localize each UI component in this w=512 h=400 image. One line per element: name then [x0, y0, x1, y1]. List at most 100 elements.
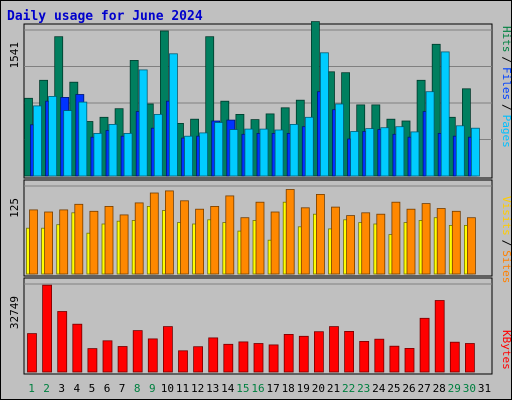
bar-pages-day-24: [380, 127, 390, 177]
bar-pages-day-13: [214, 122, 224, 177]
bar-sites-day-19: [300, 207, 310, 275]
chart-title: Daily usage for June 2024: [7, 9, 203, 24]
bar-sites-day-6: [104, 205, 114, 275]
bar-pages-day-9: [153, 114, 163, 177]
bar-pages-day-12: [199, 132, 209, 177]
bar-pages-day-29: [455, 125, 465, 177]
day-label-19: 19: [297, 382, 310, 395]
bar-kbytes-day-30: [464, 343, 475, 373]
bar-sites-day-12: [195, 208, 205, 275]
legend-1-item-2: /: [500, 56, 512, 63]
bar-sites-day-4: [74, 203, 84, 275]
bar-kbytes-day-5: [87, 348, 98, 373]
bar-pages-day-18: [289, 124, 299, 177]
bar-pages-day-3: [63, 110, 73, 177]
bar-kbytes-day-6: [102, 340, 113, 373]
day-label-4: 4: [73, 382, 80, 395]
bar-kbytes-day-19: [298, 335, 309, 373]
legend-1-item-1: Hits: [500, 26, 512, 53]
bar-kbytes-day-2: [42, 284, 52, 373]
bar-kbytes-day-10: [162, 326, 173, 373]
bar-sites-day-23: [361, 212, 371, 275]
day-label-1: 1: [28, 382, 35, 395]
legend-3-item-1: KBytes: [500, 330, 512, 370]
bar-kbytes-day-15: [238, 341, 249, 373]
bar-kbytes-day-23: [359, 340, 370, 373]
bar-pages-day-7: [123, 132, 133, 177]
day-label-7: 7: [119, 382, 126, 395]
day-label-16: 16: [251, 382, 264, 395]
bar-sites-day-20: [315, 193, 325, 275]
bar-pages-day-11: [184, 135, 193, 177]
day-label-21: 21: [327, 382, 340, 395]
bar-kbytes-day-25: [389, 345, 400, 373]
day-label-29: 29: [448, 382, 461, 395]
bar-pages-day-2: [48, 96, 57, 177]
legend-2-item-1: Visits: [500, 196, 512, 236]
bar-pages-day-4: [78, 101, 88, 177]
bar-sites-day-25: [391, 201, 401, 275]
bar-kbytes-day-17: [268, 344, 279, 373]
bar-sites-day-16: [255, 201, 265, 275]
bar-sites-day-10: [164, 190, 174, 275]
day-label-6: 6: [104, 382, 111, 395]
bar-pages-day-19: [304, 116, 314, 177]
bar-sites-day-1: [29, 209, 38, 275]
bar-pages-day-28: [440, 51, 450, 177]
day-label-24: 24: [372, 382, 386, 395]
bar-sites-day-2: [44, 211, 53, 275]
day-label-8: 8: [134, 382, 141, 395]
day-label-13: 13: [206, 382, 219, 395]
bar-pages-day-20: [319, 52, 329, 177]
bar-kbytes-day-1: [27, 333, 37, 373]
bar-sites-day-7: [119, 214, 129, 275]
day-label-27: 27: [417, 382, 430, 395]
day-label-30: 30: [463, 382, 476, 395]
bar-sites-day-15: [240, 217, 250, 275]
bar-sites-day-8: [134, 202, 144, 275]
bar-kbytes-day-3: [57, 311, 68, 373]
panel-3-max-label: 32749: [8, 296, 21, 329]
bar-kbytes-day-8: [132, 330, 143, 373]
bar-pages-day-6: [108, 124, 118, 177]
bar-kbytes-day-26: [404, 347, 415, 373]
bar-pages-day-17: [274, 129, 284, 177]
legend-2-item-3: Sites: [500, 250, 512, 283]
bar-pages-day-23: [365, 128, 375, 177]
bar-pages-day-30: [470, 127, 480, 177]
day-label-9: 9: [149, 382, 156, 395]
day-label-3: 3: [58, 382, 65, 395]
bar-sites-day-11: [180, 200, 189, 275]
bar-kbytes-day-24: [374, 338, 385, 373]
bar-pages-day-1: [33, 105, 42, 177]
bar-kbytes-day-4: [72, 323, 83, 373]
bar-pages-day-22: [350, 131, 360, 177]
panel-2-max-label: 125: [8, 198, 21, 218]
day-label-5: 5: [89, 382, 96, 395]
day-label-10: 10: [161, 382, 174, 395]
bar-pages-day-5: [93, 132, 103, 177]
bar-pages-day-27: [425, 91, 435, 177]
bar-kbytes-day-11: [178, 350, 188, 373]
panel-1-max-label: 1541: [8, 42, 21, 69]
bar-sites-day-28: [436, 208, 446, 275]
day-label-15: 15: [236, 382, 249, 395]
bar-sites-day-17: [270, 211, 280, 275]
bar-pages-day-8: [138, 69, 148, 177]
bar-sites-day-29: [451, 210, 461, 275]
bar-kbytes-day-7: [117, 346, 128, 373]
bar-sites-day-3: [59, 209, 69, 275]
bar-kbytes-day-16: [253, 343, 264, 373]
bar-hits-day-13: [205, 36, 215, 177]
day-label-22: 22: [342, 382, 355, 395]
bar-sites-day-13: [210, 205, 220, 275]
day-label-12: 12: [191, 382, 204, 395]
legend-2-item-2: /: [500, 240, 512, 247]
bar-kbytes-day-12: [193, 346, 204, 373]
bar-pages-day-21: [335, 103, 344, 177]
day-label-25: 25: [387, 382, 400, 395]
bar-kbytes-day-22: [344, 330, 355, 373]
day-label-31: 31: [478, 382, 491, 395]
bar-sites-day-5: [89, 210, 99, 275]
